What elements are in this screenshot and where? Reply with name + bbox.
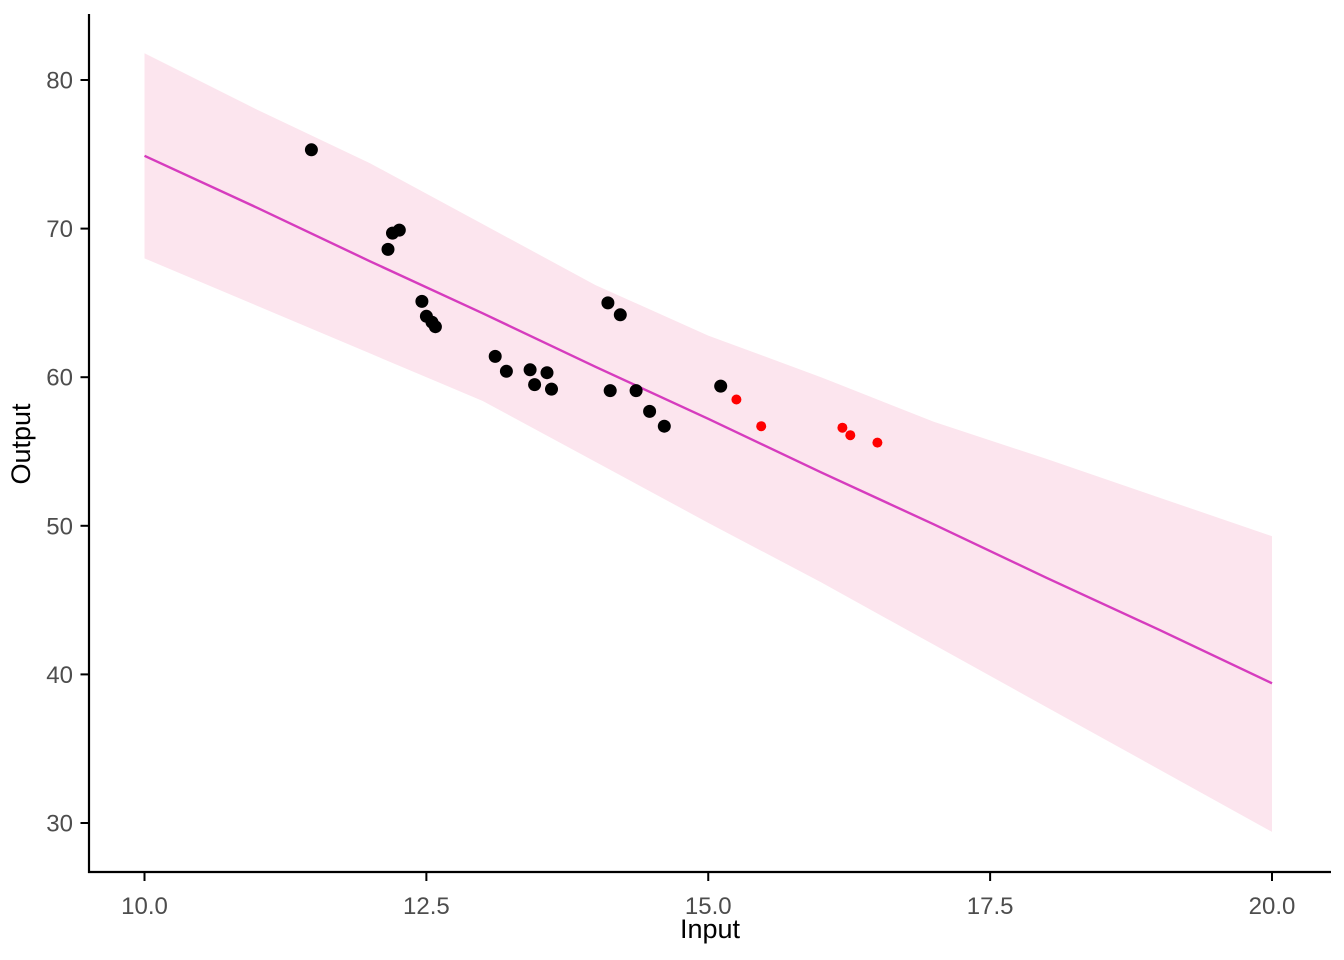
highlighted-point: [845, 430, 856, 441]
x-axis-title: Input: [680, 914, 741, 944]
observed-point: [523, 363, 537, 377]
observed-point: [545, 382, 558, 396]
observed-point: [528, 378, 542, 392]
y-tick-label: 50: [46, 513, 73, 540]
confidence-band-layer: [144, 53, 1272, 832]
y-tick-label: 40: [46, 662, 73, 689]
y-tick-label: 60: [46, 365, 73, 392]
observed-point: [488, 349, 502, 363]
observed-point: [629, 384, 643, 398]
trend-line: [143, 154, 1273, 685]
observed-point: [540, 366, 554, 380]
trend-line-layer: [143, 154, 1273, 685]
observed-point: [603, 384, 617, 398]
observed-point: [714, 379, 728, 393]
observed-point: [304, 143, 318, 157]
observed-point: [613, 308, 627, 322]
x-tick-label: 17.5: [967, 893, 1014, 920]
confidence-band: [144, 53, 1272, 832]
x-tick-label: 12.5: [403, 893, 450, 920]
data-points-layer: [304, 143, 883, 448]
highlighted-point: [837, 422, 848, 433]
y-tick-label: 80: [46, 68, 73, 95]
observed-point: [392, 223, 406, 237]
y-tick-label: 30: [46, 811, 73, 838]
x-tick-label: 20.0: [1249, 893, 1296, 920]
y-tick-label: 70: [46, 216, 73, 243]
observed-point: [415, 294, 429, 308]
y-axis-title: Output: [6, 403, 36, 485]
observed-point: [381, 242, 395, 256]
axes-layer: 10.0 12.5 15.0 17.5 20.0 30 40 50 60 70 80: [46, 14, 1331, 920]
observed-point: [657, 419, 671, 433]
highlighted-point: [872, 437, 883, 448]
observed-point: [601, 296, 615, 310]
x-tick-label: 15.0: [685, 893, 732, 920]
highlighted-point: [731, 394, 742, 405]
observed-point: [643, 404, 657, 418]
observed-point: [428, 320, 442, 334]
observed-point: [499, 364, 513, 378]
highlighted-point: [756, 421, 767, 432]
x-tick-label: 10.0: [121, 893, 168, 920]
